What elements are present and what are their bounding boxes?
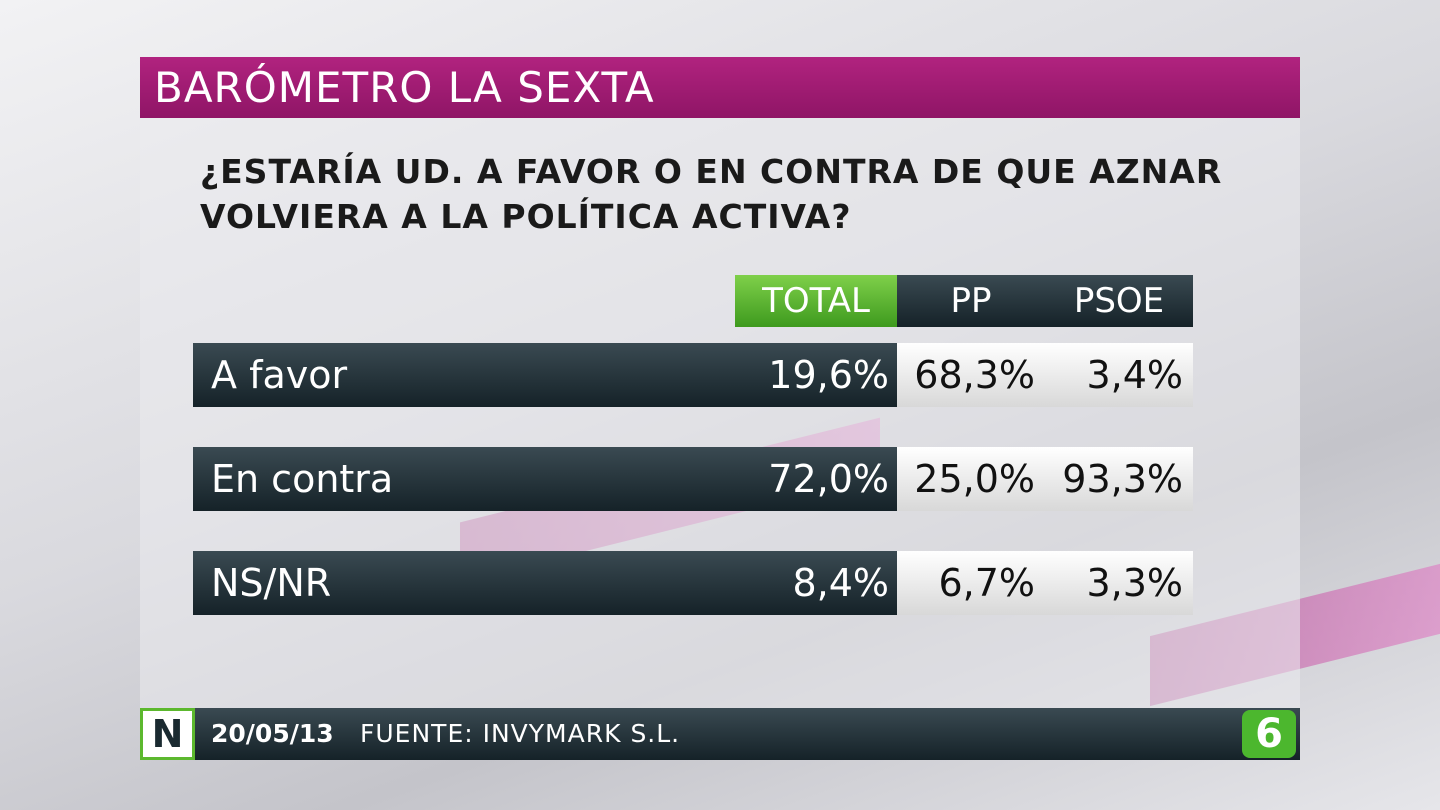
cell-total: 19,6% [768,353,889,397]
question-line: ¿ESTARÍA UD. A FAVOR O EN CONTRA DE QUE … [200,152,1223,191]
row-bar: En contra 72,0% [193,447,897,511]
row-label: NS/NR [211,561,332,605]
cell-total: 72,0% [768,457,889,501]
row-label: A favor [211,353,348,397]
column-header: PP [897,275,1045,327]
cell: 68,3% [897,343,1045,407]
cell: 25,0% [897,447,1045,511]
title-bar: BARÓMETRO LA SEXTA [140,57,1300,118]
question-line: VOLVIERA A LA POLÍTICA ACTIVA? [200,197,852,236]
cell: 3,3% [1045,551,1193,615]
cell: 6,7% [897,551,1045,615]
footer-bar: 20/05/13 FUENTE: INVYMARK S.L. [195,708,1300,760]
cell: 3,4% [1045,343,1193,407]
source: FUENTE: INVYMARK S.L. [360,719,681,748]
column-header: PSOE [1045,275,1193,327]
column-header: TOTAL [735,275,897,327]
cell-total: 8,4% [792,561,889,605]
row-bar: NS/NR 8,4% [193,551,897,615]
badge: N [140,708,195,760]
cell: 93,3% [1045,447,1193,511]
date: 20/05/13 [211,719,334,748]
row-bar: A favor 19,6% [193,343,897,407]
panel [140,57,1300,760]
row-label: En contra [211,457,394,501]
channel-logo: 6 [1242,710,1296,758]
